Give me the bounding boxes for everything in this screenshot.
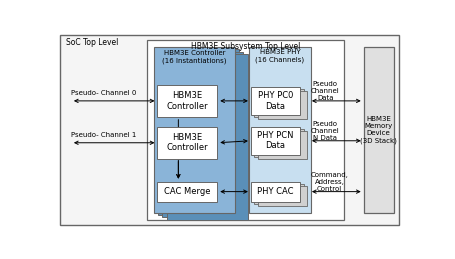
Text: PHY PC0
Data: PHY PC0 Data xyxy=(258,91,293,111)
Text: SoC Top Level: SoC Top Level xyxy=(66,38,118,47)
Bar xyxy=(364,47,394,213)
Text: PHY PCN
Data: PHY PCN Data xyxy=(257,131,294,150)
Bar xyxy=(258,91,307,119)
Text: HBM3E Subsystem Top Level: HBM3E Subsystem Top Level xyxy=(191,42,300,52)
Text: CAC Merge: CAC Merge xyxy=(164,187,211,196)
Text: Pseudo
Channel
N Data: Pseudo Channel N Data xyxy=(311,121,339,141)
Bar xyxy=(251,182,300,202)
Bar xyxy=(258,186,307,206)
Text: HBM3E
Controller: HBM3E Controller xyxy=(167,91,208,111)
Bar xyxy=(254,129,304,157)
Bar xyxy=(249,47,311,213)
Bar xyxy=(258,131,307,159)
Text: Command,
Address,
Control: Command, Address, Control xyxy=(311,172,349,192)
Bar xyxy=(251,87,300,115)
Bar xyxy=(251,127,300,155)
Text: Pseudo
Channel
Data: Pseudo Channel Data xyxy=(311,81,339,101)
Text: PHY CAC: PHY CAC xyxy=(257,187,294,196)
Bar xyxy=(162,52,243,217)
Bar xyxy=(254,89,304,117)
Text: HBM3E Controller
(16 Instantiations): HBM3E Controller (16 Instantiations) xyxy=(162,50,227,63)
Bar xyxy=(147,40,344,220)
Text: Pseudo- Channel 1: Pseudo- Channel 1 xyxy=(71,132,136,138)
Text: Pseudo- Channel 0: Pseudo- Channel 0 xyxy=(71,90,136,96)
Bar xyxy=(158,49,239,215)
Bar xyxy=(167,54,248,220)
Bar xyxy=(157,127,217,159)
Text: HBM3E PHY
(16 Channels): HBM3E PHY (16 Channels) xyxy=(255,49,304,63)
Bar xyxy=(157,182,217,202)
Bar xyxy=(154,47,235,213)
Text: HBM3E
Memory
Device
(3D Stack): HBM3E Memory Device (3D Stack) xyxy=(360,116,397,143)
Bar xyxy=(157,85,217,117)
Bar xyxy=(254,184,304,204)
Text: HBM3E
Controller: HBM3E Controller xyxy=(167,133,208,153)
